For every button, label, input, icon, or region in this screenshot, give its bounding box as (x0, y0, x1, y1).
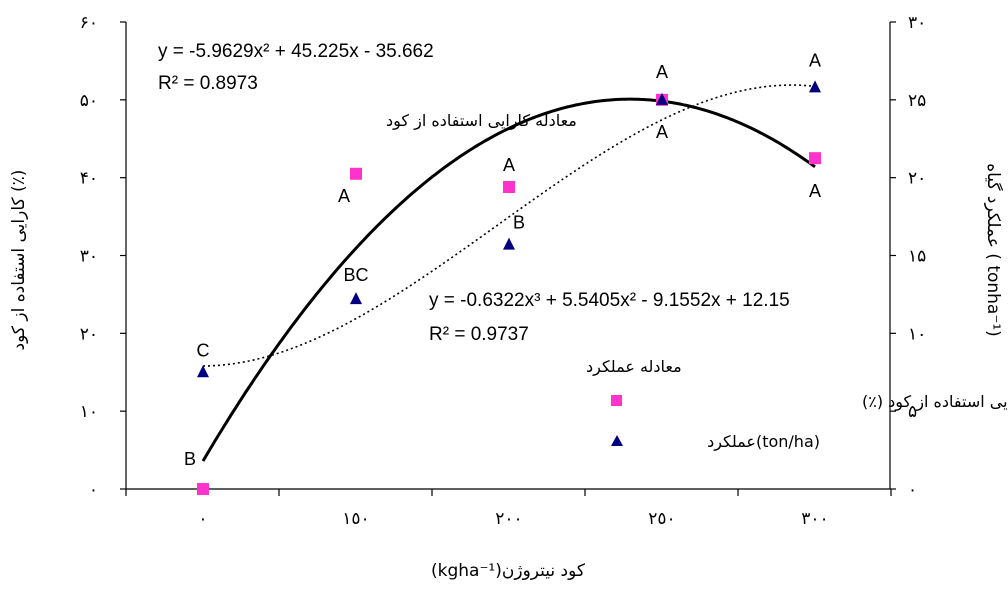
efficiency-point-label: A (809, 181, 821, 201)
y-right-tick-label: ٢۵ (908, 91, 926, 111)
y-left-tick-label: ٢٠ (80, 324, 98, 344)
eq1-caption: معادله کارایی استفاده از کود (386, 111, 577, 131)
y-right-tick-label: ١۵ (908, 247, 926, 267)
eq1-group: y = -5.9629x² + 45.225x - 35.662 R² = 0.… (158, 41, 577, 131)
yield-point-label: A (809, 50, 821, 70)
eq2-group: y = -0.6322x³ + 5.5405x² - 9.1552x + 12.… (429, 290, 790, 377)
eq2-equation: y = -0.6322x³ + 5.5405x² - 9.1552x + 12.… (429, 290, 790, 311)
y-left-tick-label: ۴٠ (80, 169, 98, 189)
eq2-r2: R² = 0.9737 (429, 324, 529, 345)
y-left-tick-label: ۶٠ (80, 13, 98, 33)
y-axis-right-title: عملکرد گیاه ( tonha⁻¹) (983, 163, 1004, 337)
y-left-tick-label: ۵٠ (80, 91, 98, 111)
efficiency-point (809, 152, 821, 165)
y-ticks-right: ٠ ۵ ١٠ ١۵ ٢٠ ٢۵ ٣٠ (890, 13, 926, 500)
yield-point (350, 292, 362, 305)
y-right-tick-label: ٠ (908, 480, 917, 500)
y-left-tick-label: ١٠ (80, 402, 98, 422)
x-tick-label: ٠ (198, 509, 207, 529)
x-tick-label: ١٥٠ (342, 509, 369, 529)
y-left-tick-label: ٠ (89, 480, 98, 500)
data-points (197, 80, 821, 495)
yield-point-label: B (513, 213, 525, 233)
y-left-tick-label: ٣٠ (80, 247, 98, 267)
yield-point (809, 80, 821, 93)
efficiency-point-label: B (184, 449, 196, 469)
x-ticks: ٠ ١٥٠ ٢٠٠ ٢٥٠ ٣٠٠ (125, 489, 892, 529)
x-tick-label: ٣٠٠ (801, 509, 828, 529)
point-labels: B A A A A C BC B A A (184, 50, 821, 469)
efficiency-point (503, 181, 515, 194)
x-tick-label: ٢٥٠ (648, 509, 675, 529)
y-right-tick-label: ٢٠ (908, 169, 926, 189)
x-tick-label: ٢٠٠ (495, 509, 522, 529)
x-axis-title: (kgha⁻¹)کود نیتروژن (431, 561, 586, 581)
legend-label-yield: عملکرد(ton/ha) (707, 432, 820, 452)
legend-triangle-marker (611, 435, 623, 446)
y-axis-left-title: کارایی استفاده از کود (٪) (9, 170, 29, 351)
yield-point-label: A (656, 122, 668, 142)
efficiency-point-label: A (503, 155, 515, 175)
legend: کارایی استفاده از کود (٪) عملکرد(ton/ha) (611, 392, 1008, 452)
legend-label-efficiency: کارایی استفاده از کود (٪) (862, 392, 1008, 412)
eq2-caption: معادله عملکرد (586, 357, 682, 377)
y-right-tick-label: ١٠ (908, 324, 926, 344)
y-ticks-left: ٠ ١٠ ٢٠ ٣٠ ۴٠ ۵٠ ۶٠ (80, 13, 126, 500)
y-right-tick-label: ٣٠ (908, 13, 926, 33)
yield-point-label: C (197, 340, 210, 360)
efficiency-point (350, 167, 362, 180)
trendline-efficiency (201, 97, 816, 462)
yield-point-label: BC (343, 265, 368, 285)
yield-point (656, 92, 668, 105)
yield-point (197, 365, 209, 378)
eq1-r2: R² = 0.8973 (158, 73, 258, 94)
trendlines (201, 84, 816, 462)
yield-point (503, 237, 515, 250)
eq1-equation: y = -5.9629x² + 45.225x - 35.662 (158, 41, 434, 62)
efficiency-point (197, 483, 209, 495)
trendline-yield (202, 84, 816, 367)
efficiency-point-label: A (338, 186, 350, 206)
legend-square-marker (611, 395, 622, 406)
efficiency-point-label: A (656, 62, 668, 82)
y-right-tick-label: ۵ (908, 402, 917, 422)
